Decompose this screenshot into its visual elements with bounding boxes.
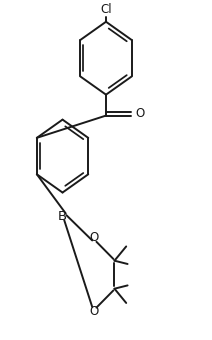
Text: O: O bbox=[90, 305, 99, 318]
Text: B: B bbox=[58, 210, 67, 223]
Text: O: O bbox=[136, 107, 145, 120]
Text: O: O bbox=[90, 231, 99, 244]
Text: Cl: Cl bbox=[100, 3, 112, 16]
